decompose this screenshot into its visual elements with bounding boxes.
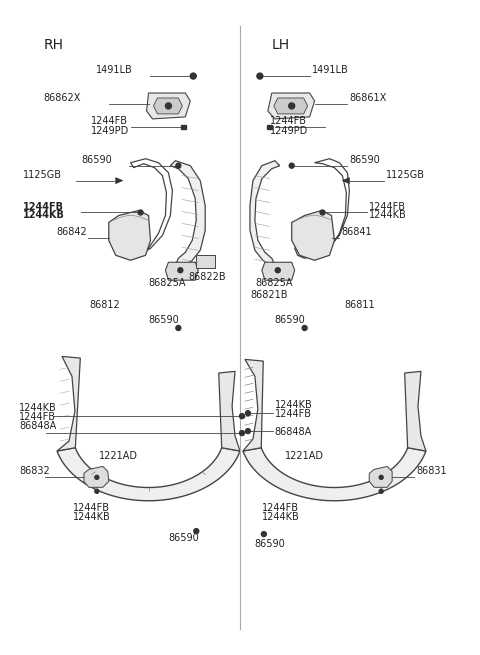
Polygon shape (109, 210, 151, 260)
Polygon shape (116, 178, 123, 183)
Polygon shape (243, 448, 426, 501)
Text: 86848A: 86848A (275, 427, 312, 437)
Text: 86590: 86590 (275, 315, 306, 325)
Polygon shape (57, 448, 240, 501)
Text: 1244FB: 1244FB (270, 116, 307, 126)
Circle shape (245, 411, 251, 416)
Polygon shape (219, 371, 240, 451)
Text: 1244KB: 1244KB (73, 512, 111, 522)
Text: 86831: 86831 (416, 466, 446, 476)
Circle shape (178, 268, 183, 272)
Text: 86861X: 86861X (349, 93, 386, 103)
Circle shape (379, 489, 383, 493)
Text: 1244FB: 1244FB (91, 116, 128, 126)
Text: 1244KB: 1244KB (19, 403, 57, 413)
Text: 86862X: 86862X (43, 93, 81, 103)
Circle shape (288, 103, 295, 109)
Circle shape (95, 489, 99, 493)
Text: 1244FB: 1244FB (262, 503, 299, 514)
Text: 1244KB: 1244KB (23, 210, 65, 221)
Polygon shape (369, 466, 392, 487)
Polygon shape (274, 98, 308, 114)
Text: 86842: 86842 (56, 227, 87, 237)
Circle shape (320, 210, 325, 215)
Polygon shape (342, 178, 349, 183)
Text: 1244KB: 1244KB (369, 210, 407, 221)
Text: 86821B: 86821B (250, 290, 288, 300)
Text: 1244FB: 1244FB (275, 409, 312, 419)
Text: 1125GB: 1125GB (23, 170, 62, 179)
Text: 86822B: 86822B (188, 272, 226, 282)
Polygon shape (405, 371, 426, 451)
Polygon shape (250, 160, 280, 265)
Text: 1221AD: 1221AD (99, 451, 138, 461)
Polygon shape (196, 255, 215, 269)
Circle shape (240, 414, 244, 419)
Polygon shape (154, 98, 182, 114)
Text: 1244FB: 1244FB (23, 202, 64, 212)
Circle shape (176, 326, 181, 331)
Text: 1244KB: 1244KB (275, 400, 312, 410)
Circle shape (190, 73, 196, 79)
Circle shape (245, 428, 251, 434)
Text: 86825A: 86825A (148, 278, 186, 288)
Text: 1244FB: 1244FB (369, 202, 406, 212)
Text: 86811: 86811 (344, 300, 375, 310)
Polygon shape (262, 262, 295, 280)
Text: 1221AD: 1221AD (285, 451, 324, 461)
Circle shape (276, 268, 280, 272)
Text: 1491LB: 1491LB (96, 65, 132, 75)
Text: 1244KB: 1244KB (262, 512, 300, 522)
Text: 86825A: 86825A (255, 278, 292, 288)
Polygon shape (292, 210, 335, 260)
Text: 86832: 86832 (19, 466, 50, 476)
Text: 1249PD: 1249PD (91, 126, 129, 136)
Text: 86590: 86590 (81, 155, 112, 164)
Polygon shape (243, 360, 263, 451)
Text: 86590: 86590 (148, 315, 180, 325)
Text: 1249PD: 1249PD (270, 126, 308, 136)
Circle shape (95, 476, 99, 479)
Polygon shape (166, 262, 198, 280)
Text: 86590: 86590 (254, 539, 285, 549)
Polygon shape (170, 160, 205, 269)
Text: 86841: 86841 (341, 227, 372, 237)
Circle shape (138, 210, 143, 215)
Polygon shape (146, 93, 190, 119)
Circle shape (289, 163, 294, 168)
Text: 1491LB: 1491LB (312, 65, 348, 75)
Text: 1244FB: 1244FB (73, 503, 110, 514)
Text: 1244FB: 1244FB (19, 412, 56, 422)
Text: 86590: 86590 (349, 155, 380, 164)
Circle shape (257, 73, 263, 79)
Circle shape (302, 326, 307, 331)
Text: LH: LH (272, 38, 290, 52)
Text: 1125GB: 1125GB (386, 170, 425, 179)
Circle shape (194, 529, 199, 534)
Polygon shape (57, 356, 80, 451)
Polygon shape (84, 466, 109, 487)
Text: 86848A: 86848A (19, 421, 57, 431)
Text: 86812: 86812 (89, 300, 120, 310)
Circle shape (176, 163, 181, 168)
Circle shape (240, 430, 244, 436)
Circle shape (379, 476, 383, 479)
Bar (181, 125, 186, 129)
Circle shape (262, 532, 266, 536)
Polygon shape (268, 93, 314, 119)
Circle shape (166, 103, 171, 109)
Bar (267, 125, 272, 129)
Text: 86590: 86590 (168, 533, 199, 543)
Text: RH: RH (43, 38, 63, 52)
